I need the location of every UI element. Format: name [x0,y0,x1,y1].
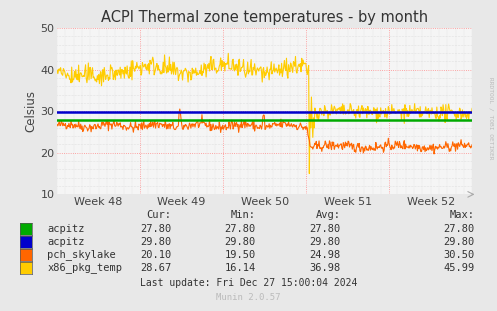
Text: 27.80: 27.80 [443,224,475,234]
Text: 30.50: 30.50 [443,250,475,260]
Text: 29.80: 29.80 [140,237,171,247]
Text: 20.10: 20.10 [140,250,171,260]
Text: 27.80: 27.80 [309,224,340,234]
Text: 45.99: 45.99 [443,263,475,273]
Text: RRDTOOL / TOBI OETIKER: RRDTOOL / TOBI OETIKER [489,77,494,160]
Y-axis label: Celsius: Celsius [24,90,37,132]
Title: ACPI Thermal zone temperatures - by month: ACPI Thermal zone temperatures - by mont… [101,11,428,26]
Text: Cur:: Cur: [147,210,171,220]
Text: 27.80: 27.80 [225,224,256,234]
Text: pch_skylake: pch_skylake [47,249,116,260]
Text: 29.80: 29.80 [309,237,340,247]
Text: acpitz: acpitz [47,224,84,234]
Text: Munin 2.0.57: Munin 2.0.57 [216,293,281,301]
Text: x86_pkg_temp: x86_pkg_temp [47,262,122,273]
Text: 19.50: 19.50 [225,250,256,260]
Text: Max:: Max: [450,210,475,220]
Text: 27.80: 27.80 [140,224,171,234]
Text: 29.80: 29.80 [443,237,475,247]
Text: Last update: Fri Dec 27 15:00:04 2024: Last update: Fri Dec 27 15:00:04 2024 [140,278,357,288]
Text: 28.67: 28.67 [140,263,171,273]
Text: 36.98: 36.98 [309,263,340,273]
Text: Avg:: Avg: [316,210,340,220]
Text: 29.80: 29.80 [225,237,256,247]
Text: Min:: Min: [231,210,256,220]
Text: 24.98: 24.98 [309,250,340,260]
Text: 16.14: 16.14 [225,263,256,273]
Text: acpitz: acpitz [47,237,84,247]
